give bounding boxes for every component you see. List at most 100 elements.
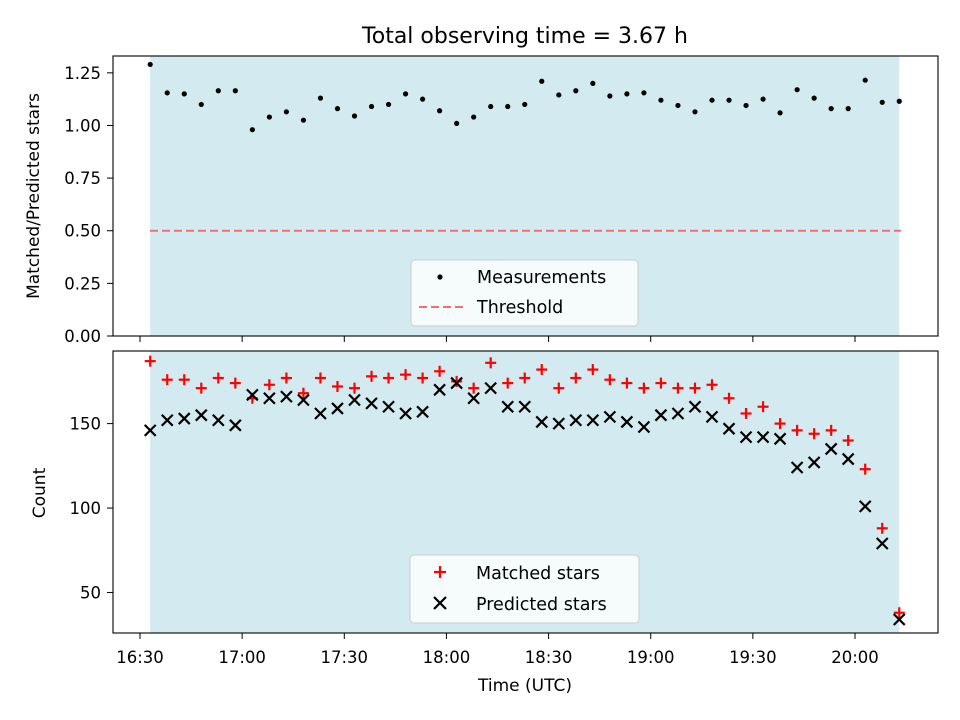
- matched-point: [434, 365, 446, 377]
- matched-point: [536, 364, 548, 376]
- matched-point: [825, 424, 837, 436]
- legend-measurements-marker: [437, 274, 443, 280]
- matched-point: [212, 372, 224, 384]
- predicted-point: [177, 412, 191, 425]
- bottom-y-axis-label: Count: [30, 467, 50, 518]
- predicted-point: [705, 410, 719, 424]
- predicted-point: [858, 500, 872, 513]
- measurement-point: [317, 95, 324, 101]
- measurement-point: [811, 95, 817, 101]
- matched-point: [280, 372, 292, 384]
- predicted-point: [824, 442, 838, 456]
- predicted-point: [552, 417, 566, 430]
- predicted-point-b: [348, 393, 361, 407]
- predicted-point: [160, 413, 174, 427]
- matched-point: [740, 407, 752, 419]
- matched-point: [519, 372, 531, 384]
- measurement-point: [726, 97, 732, 103]
- predicted-point-b: [858, 500, 872, 513]
- measurement-point: [692, 109, 698, 115]
- predicted-point: [773, 432, 787, 446]
- matched-point: [331, 380, 343, 392]
- measurement-point: [539, 78, 545, 84]
- top-y-tick-label: 1.00: [64, 116, 101, 135]
- measurement-point: [454, 120, 460, 126]
- measurement-point: [573, 88, 579, 94]
- measurements-layer: [147, 61, 902, 133]
- top-legend: Measurements Threshold: [410, 259, 639, 327]
- measurement-point: [794, 87, 800, 93]
- measurement-point: [402, 91, 409, 97]
- predicted-point: [467, 392, 480, 405]
- x-tick-label: 18:00: [423, 648, 471, 667]
- top-y-tick-label: 0.25: [64, 274, 101, 293]
- measurement-point: [522, 101, 528, 108]
- bottom-legend: Matched stars Predicted stars: [409, 554, 640, 624]
- measurement-point: [232, 88, 238, 94]
- predicted-point: [399, 407, 412, 420]
- predicted-point-b: [246, 388, 259, 402]
- measurement-point: [658, 97, 664, 103]
- predicted-point-b: [756, 430, 770, 444]
- predicted-point: [365, 397, 378, 410]
- measurement-point: [266, 114, 272, 120]
- legend-matched-label: Matched stars: [476, 564, 600, 584]
- predicted-point: [518, 400, 532, 414]
- legend-predicted-label: Predicted stars: [476, 595, 607, 615]
- predicted-point: [212, 413, 225, 427]
- matched-layer: [144, 355, 905, 619]
- matched-point: [723, 392, 735, 404]
- predicted-point-b: [399, 407, 412, 420]
- measurement-point: [709, 97, 715, 103]
- predicted-point-b: [535, 415, 549, 429]
- predicted-point-b: [382, 400, 395, 414]
- predicted-point-b: [671, 407, 685, 420]
- x-tick-label: 19:00: [627, 648, 675, 667]
- matched-point: [178, 374, 190, 386]
- matched-point: [570, 372, 582, 384]
- measurement-point: [351, 113, 358, 119]
- matched-point: [502, 377, 514, 389]
- matched-point: [144, 355, 156, 367]
- matched-point: [161, 374, 173, 386]
- matched-point: [349, 382, 360, 394]
- matched-point: [383, 372, 395, 384]
- predicted-point: [892, 613, 906, 626]
- measurement-point: [249, 127, 255, 133]
- matched-point: [553, 382, 565, 394]
- predicted-point: [433, 383, 446, 397]
- x-tick-label: 20:00: [831, 648, 879, 667]
- matched-point: [468, 382, 480, 394]
- predicted-point: [790, 461, 804, 474]
- predicted-point-b: [688, 400, 702, 414]
- predicted-point: [195, 408, 208, 422]
- predicted-point-b: [518, 400, 532, 414]
- bottom-y-tick-label: 100: [70, 499, 102, 518]
- top-y-tick-label: 1.25: [64, 64, 101, 83]
- top-y-tick-label: 0.00: [64, 327, 101, 346]
- x-tick-label: 19:30: [729, 648, 777, 667]
- predicted-point-b: [875, 537, 889, 550]
- predicted-point-b: [450, 376, 463, 390]
- measurement-point: [181, 91, 187, 97]
- predicted-point: [348, 393, 361, 407]
- predicted-point-b: [739, 430, 753, 444]
- measurement-point: [607, 93, 613, 99]
- matched-point: [876, 522, 888, 534]
- predicted-layer: [143, 376, 906, 626]
- predicted-point-b: [790, 461, 804, 474]
- predicted-point: [280, 390, 293, 403]
- predicted-point: [688, 400, 702, 414]
- predicted-point: [331, 402, 344, 415]
- predicted-point: [739, 430, 753, 444]
- predicted-point-b: [620, 415, 634, 429]
- predicted-point-b: [807, 456, 821, 469]
- top-y-tick-label: 0.75: [64, 169, 101, 188]
- measurement-point: [828, 106, 834, 112]
- matched-point: [774, 418, 786, 430]
- matched-point: [638, 382, 650, 394]
- matched-point: [400, 369, 412, 381]
- bottom-legend-box: [409, 554, 640, 624]
- predicted-point-b: [603, 410, 617, 424]
